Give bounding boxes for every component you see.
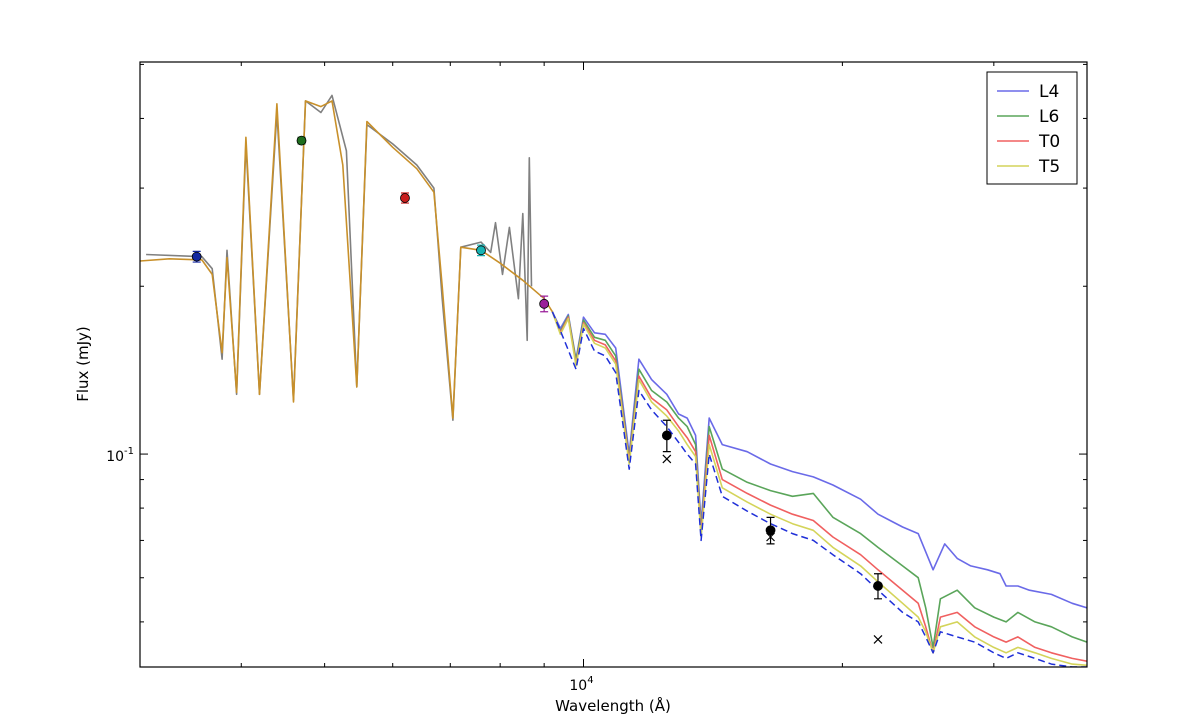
photometry-point	[476, 245, 486, 256]
legend: L4 L6 T0 T5	[986, 71, 1078, 185]
model-photometry-marker	[873, 635, 883, 644]
x-tick-label: 104	[569, 675, 593, 694]
photometry-point	[191, 251, 202, 262]
x-axis-label: Wavelength (Å)	[555, 696, 671, 715]
y-tick-label: 10-1	[106, 446, 134, 465]
model-spectrum-line	[140, 100, 554, 419]
series-line-t0	[551, 311, 1087, 662]
legend-label-t0: T0	[1038, 132, 1060, 152]
series-line-t5	[551, 311, 1087, 667]
photometry-point	[873, 581, 883, 591]
y-axis-label: Flux (mJy)	[74, 326, 92, 402]
plot-frame	[139, 61, 1088, 668]
legend-box	[986, 71, 1078, 185]
model-photometry-marker	[662, 454, 672, 464]
legend-label-l6: L6	[1039, 107, 1059, 127]
series-line-l4	[551, 311, 1087, 609]
plot-data	[140, 94, 1087, 667]
photometry-point	[539, 298, 550, 309]
legend-label-l4: L4	[1039, 82, 1059, 102]
photometry-point	[400, 193, 410, 203]
plot-area	[140, 94, 1087, 667]
legend-label-t5: T5	[1038, 157, 1060, 177]
series-line-l6	[551, 311, 1087, 649]
dashed-model-line	[551, 311, 1087, 667]
photometry-point	[765, 525, 776, 536]
axis-ticks: 104 10-1	[106, 62, 1087, 694]
photometry-point	[661, 430, 672, 441]
photometry-point	[296, 135, 307, 146]
